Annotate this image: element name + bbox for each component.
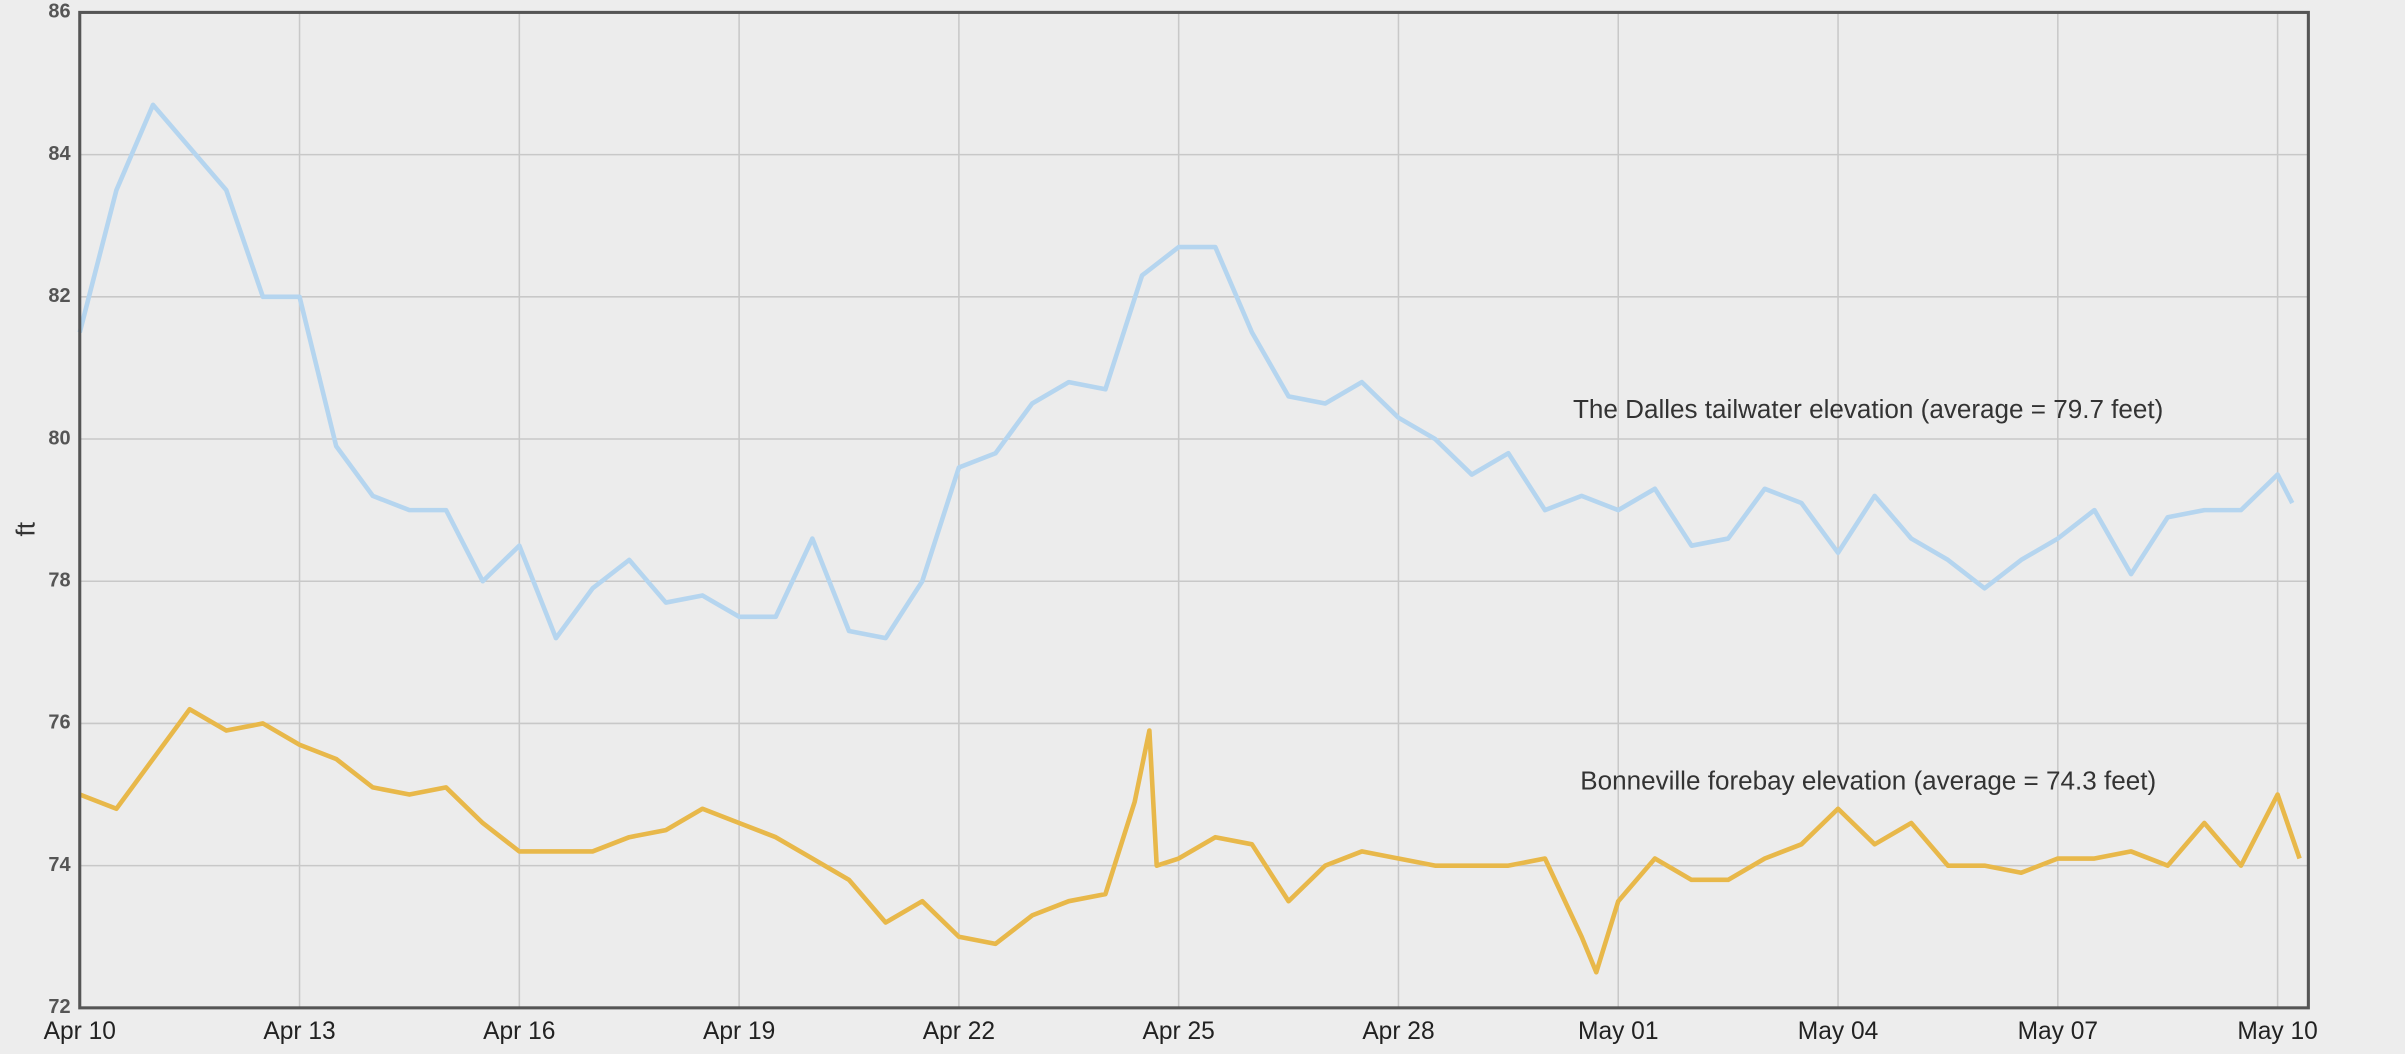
x-tick-label: May 10	[2237, 1018, 2317, 1045]
y-tick-label: 76	[48, 712, 70, 734]
x-tick-label: May 07	[2018, 1018, 2098, 1045]
y-tick-label: 74	[48, 854, 70, 876]
y-tick-label: 82	[48, 285, 70, 307]
y-tick-label: 86	[48, 1, 70, 23]
plot-area	[79, 12, 2309, 1008]
x-tick-label: May 04	[1798, 1018, 1878, 1045]
y-tick-label: 80	[48, 427, 70, 449]
x-tick-label: Apr 13	[263, 1018, 335, 1045]
x-tick-label: Apr 25	[1143, 1018, 1215, 1045]
annotation: Bonneville forebay elevation (average = …	[1580, 765, 2156, 795]
annotation: The Dalles tailwater elevation (average …	[1573, 394, 2163, 424]
y-tick-label: 84	[48, 143, 70, 165]
plot-border	[78, 10, 2310, 1010]
x-tick-label: Apr 16	[483, 1018, 555, 1045]
y-tick-label: 78	[48, 569, 70, 591]
y-tick-label: 72	[48, 996, 70, 1018]
x-tick-label: May 01	[1578, 1018, 1658, 1045]
x-tick-label: Apr 10	[44, 1018, 116, 1045]
line-series	[78, 706, 2302, 975]
y-axis-label: ft	[10, 521, 40, 536]
x-tick-label: Apr 28	[1362, 1018, 1434, 1045]
x-tick-label: Apr 22	[923, 1018, 995, 1045]
line-series	[77, 102, 2295, 641]
x-tick-label: Apr 19	[703, 1018, 775, 1045]
